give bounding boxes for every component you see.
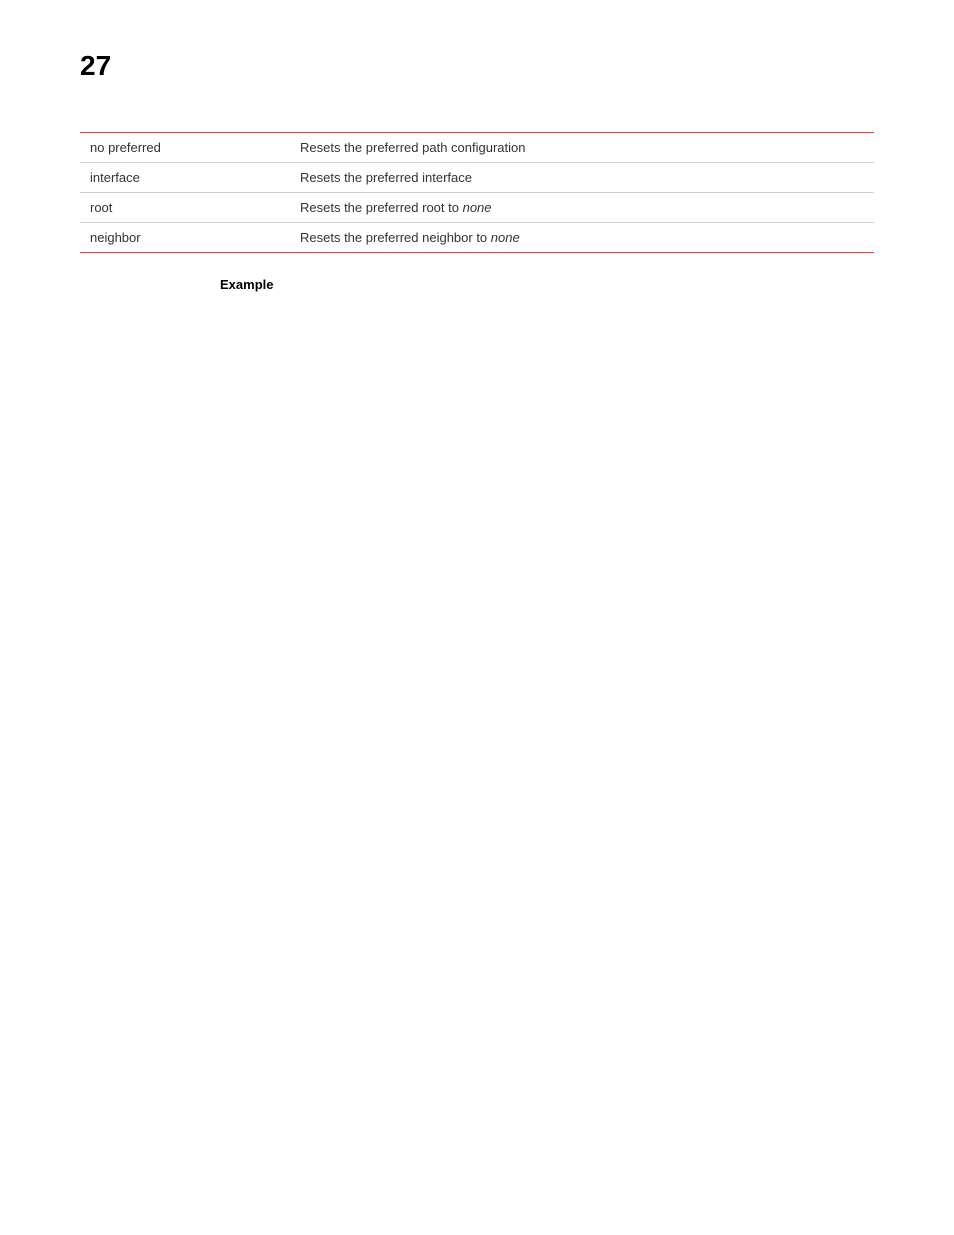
table-body: no preferred Resets the preferred path c… (80, 133, 874, 253)
page-container: 27 no preferred Resets the preferred pat… (0, 0, 954, 292)
desc-prefix: Resets the preferred neighbor to (300, 230, 491, 245)
table-cell-key: no preferred (80, 133, 290, 163)
table-cell-key: root (80, 193, 290, 223)
example-heading: Example (220, 277, 874, 292)
table-cell-desc: Resets the preferred neighbor to none (290, 223, 874, 253)
table-cell-key: neighbor (80, 223, 290, 253)
table-row: no preferred Resets the preferred path c… (80, 133, 874, 163)
page-number: 27 (80, 50, 874, 82)
config-table: no preferred Resets the preferred path c… (80, 132, 874, 253)
table-cell-desc: Resets the preferred interface (290, 163, 874, 193)
desc-italic: none (491, 230, 520, 245)
desc-italic: none (463, 200, 492, 215)
table-row: interface Resets the preferred interface (80, 163, 874, 193)
desc-prefix: Resets the preferred path configuration (300, 140, 525, 155)
desc-prefix: Resets the preferred root to (300, 200, 463, 215)
table-cell-desc: Resets the preferred path configuration (290, 133, 874, 163)
table-cell-desc: Resets the preferred root to none (290, 193, 874, 223)
table-cell-key: interface (80, 163, 290, 193)
table-row: root Resets the preferred root to none (80, 193, 874, 223)
desc-prefix: Resets the preferred interface (300, 170, 472, 185)
table-row: neighbor Resets the preferred neighbor t… (80, 223, 874, 253)
